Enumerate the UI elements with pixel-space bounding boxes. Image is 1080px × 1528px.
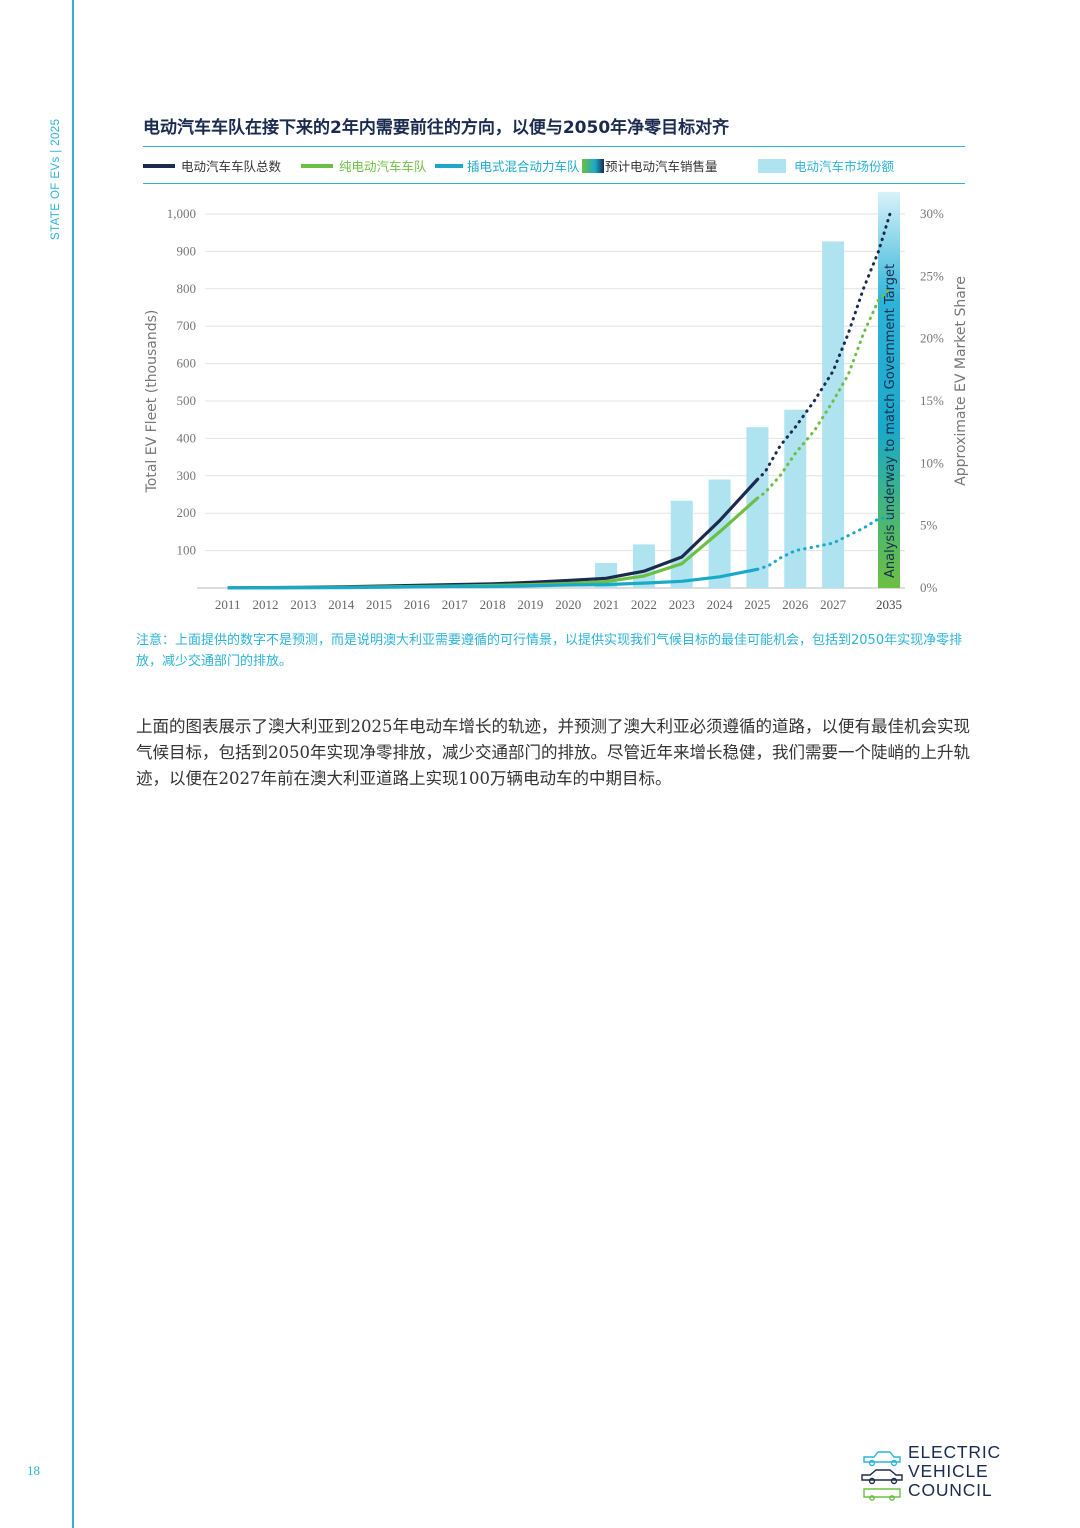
y-tick-label: 300 [177, 468, 197, 483]
x-tick-label: 2027 [820, 597, 847, 612]
market-share-bar [670, 500, 693, 588]
chart-title: 电动汽车车队在接下来的2年内需要前往的方向，以便与2050年净零目标对齐 [143, 118, 730, 138]
series-projection-dotted [755, 515, 892, 571]
y-tick-label: 900 [177, 243, 197, 258]
market-share-bar [784, 409, 807, 588]
x-tick-label: 2019 [517, 597, 543, 612]
legend-bev-fleet: 纯电动汽车车队 [301, 156, 427, 175]
y2-tick-label: 25% [920, 268, 944, 283]
y2-tick-label: 0% [920, 580, 938, 595]
x-tick-label: 2020 [555, 597, 581, 612]
x-tick-label: 2018 [480, 597, 506, 612]
evc-logo: ELECTRIC VEHICLE COUNCIL [860, 1443, 1000, 1503]
vehicle-icons [861, 1451, 903, 1501]
legend-projected-sales: 预计电动汽车销售量 [605, 156, 718, 175]
series-projection-dotted [755, 287, 892, 500]
y-tick-label: 100 [177, 543, 197, 558]
legend-swatch-green [301, 163, 333, 168]
logo-line-1: ELECTRIC [908, 1442, 1001, 1462]
y-tick-label: 400 [177, 430, 197, 445]
legend-swatch-gradient [581, 158, 604, 173]
x-tick-label: 2026 [782, 597, 809, 612]
x-tick-label: 2013 [290, 597, 316, 612]
y2-tick-label: 15% [920, 393, 944, 408]
y-tick-label: 200 [177, 505, 197, 520]
y-tick-label: 800 [177, 281, 197, 296]
legend-label-projected: 预计电动汽车销售量 [605, 159, 718, 174]
title-rule [143, 146, 965, 147]
x-tick-label: 2035 [876, 597, 902, 612]
x-tick-label: 2011 [215, 597, 241, 612]
logo-line-2: VEHICLE [908, 1461, 989, 1481]
x-tick-label: 2017 [442, 597, 469, 612]
y-tick-label: 1,000 [167, 206, 196, 221]
legend-label-bev: 纯电动汽车车队 [339, 159, 427, 174]
legend-total-fleet: 电动汽车车队总数 [143, 156, 281, 175]
legend-market-share: 电动汽车市场份额 [758, 156, 894, 175]
x-tick-label: 2015 [366, 597, 392, 612]
page-number: 18 [27, 1463, 40, 1478]
body-paragraph: 上面的图表展示了澳大利亚到2025年电动车增长的轨迹，并预测了澳大利亚必须遵循的… [136, 717, 970, 788]
sidebar-label: STATE OF EVs | 2025 [50, 118, 62, 240]
logo-wordmark: ELECTRIC VEHICLE COUNCIL [908, 1443, 1001, 1500]
x-tick-label: 2022 [631, 597, 657, 612]
legend-phev-fleet: 插电式混合动力车队 [435, 156, 610, 175]
market-share-bar [746, 427, 769, 588]
sidebar-rule [72, 0, 74, 1528]
legend-swatch-navy [143, 163, 175, 168]
market-share-bar [822, 241, 845, 588]
y2-tick-label: 20% [920, 331, 944, 346]
series-projection-dotted [755, 212, 892, 481]
legend-swatch-teal [435, 163, 463, 168]
legend-label-share: 电动汽车市场份额 [794, 159, 895, 174]
chart-legend: 电动汽车车队总数 纯电动汽车车队 插电式混合动力车队 预计电动汽车销售量 电动汽… [143, 156, 965, 176]
legend-label-phev: 插电式混合动力车队 [467, 159, 580, 174]
x-tick-label: 2014 [328, 597, 355, 612]
y-tick-label: 600 [177, 356, 197, 371]
legend-label-total: 电动汽车车队总数 [181, 159, 282, 174]
legend-rule [143, 183, 965, 184]
y2-tick-label: 10% [920, 455, 944, 470]
logo-line-3: COUNCIL [908, 1480, 993, 1500]
x-tick-label: 2012 [253, 597, 279, 612]
target-2035-bar [878, 192, 900, 588]
ev-fleet-chart: 1,000 900 800 700 600 500 400 300 200 100 30% 25% 20… [144, 192, 969, 612]
x-tick-label: 2023 [669, 597, 695, 612]
y-tick-label: 500 [177, 393, 197, 408]
x-tick-label: 2016 [404, 597, 431, 612]
series-line [227, 567, 758, 590]
chart-note: 注意：上面提供的数字不是预测，而是说明澳大利亚需要遵循的可行情景，以提供实现我们… [136, 633, 963, 669]
x-tick-label: 2021 [593, 597, 619, 612]
y2-tick-label: 5% [920, 518, 938, 533]
x-tick-label: 2024 [707, 597, 734, 612]
y2-tick-label: 30% [920, 206, 944, 221]
y2-axis-title: Approximate EV Market Share [953, 276, 969, 486]
x-tick-label: 2025 [744, 597, 770, 612]
y-tick-label: 700 [177, 318, 197, 333]
target-annotation: Analysis underway to match Government Ta… [883, 264, 898, 578]
y-axis-title: Total EV Fleet (thousands) [144, 310, 160, 494]
legend-swatch-bar [758, 158, 786, 173]
